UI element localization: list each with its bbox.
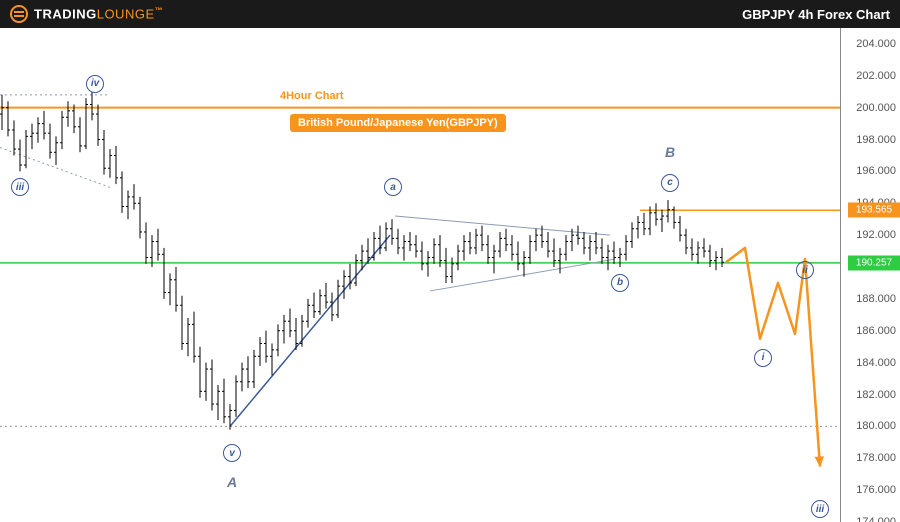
chart-area[interactable]: 4Hour Chart British Pound/Japanese Yen(G… <box>0 28 900 522</box>
chart-header: TRADINGLOUNGE™ GBPJPY 4h Forex Chart <box>0 0 900 28</box>
y-tick: 196.000 <box>856 165 896 177</box>
wave-label: v <box>223 444 241 462</box>
y-axis: 174.000 176.000 178.000 180.000 182.000 184.0… <box>840 28 900 522</box>
plot-svg <box>0 28 840 522</box>
y-tick: 200.000 <box>856 102 896 114</box>
price-plot[interactable]: 4Hour Chart British Pound/Japanese Yen(G… <box>0 28 840 522</box>
y-tick: 188.000 <box>856 293 896 305</box>
y-tick: 202.000 <box>856 70 896 82</box>
y-tick: 204.000 <box>856 38 896 50</box>
y-tick: 192.000 <box>856 229 896 241</box>
wave-label: iii <box>811 500 829 518</box>
wave-label: ii <box>796 261 814 279</box>
wave-label: a <box>384 178 402 196</box>
brand-trading: TRADING <box>34 7 97 22</box>
instrument-badge: British Pound/Japanese Yen(GBPJPY) <box>290 114 506 132</box>
y-tick: 174.000 <box>856 516 896 522</box>
timeframe-label: 4Hour Chart <box>280 90 344 102</box>
price-tag: 190.257 <box>848 255 900 270</box>
chart-title: GBPJPY 4h Forex Chart <box>742 7 890 22</box>
wave-label: A <box>227 474 237 490</box>
y-tick: 186.000 <box>856 325 896 337</box>
wave-label: iv <box>86 75 104 93</box>
y-tick: 182.000 <box>856 389 896 401</box>
y-tick: 184.000 <box>856 357 896 369</box>
wave-label: b <box>611 274 629 292</box>
y-tick: 178.000 <box>856 452 896 464</box>
wave-label: c <box>661 174 679 192</box>
brand-logo: TRADINGLOUNGE™ <box>10 5 163 23</box>
price-tag: 193.565 <box>848 203 900 218</box>
y-tick: 176.000 <box>856 484 896 496</box>
tradinglounge-icon <box>10 5 28 23</box>
y-tick: 180.000 <box>856 420 896 432</box>
y-tick: 198.000 <box>856 134 896 146</box>
wave-label: B <box>665 144 675 160</box>
brand-lounge: LOUNGE <box>97 7 155 22</box>
brand-text: TRADINGLOUNGE™ <box>34 6 163 21</box>
wave-label: i <box>754 349 772 367</box>
brand-tm: ™ <box>155 6 164 15</box>
wave-label: iii <box>11 178 29 196</box>
